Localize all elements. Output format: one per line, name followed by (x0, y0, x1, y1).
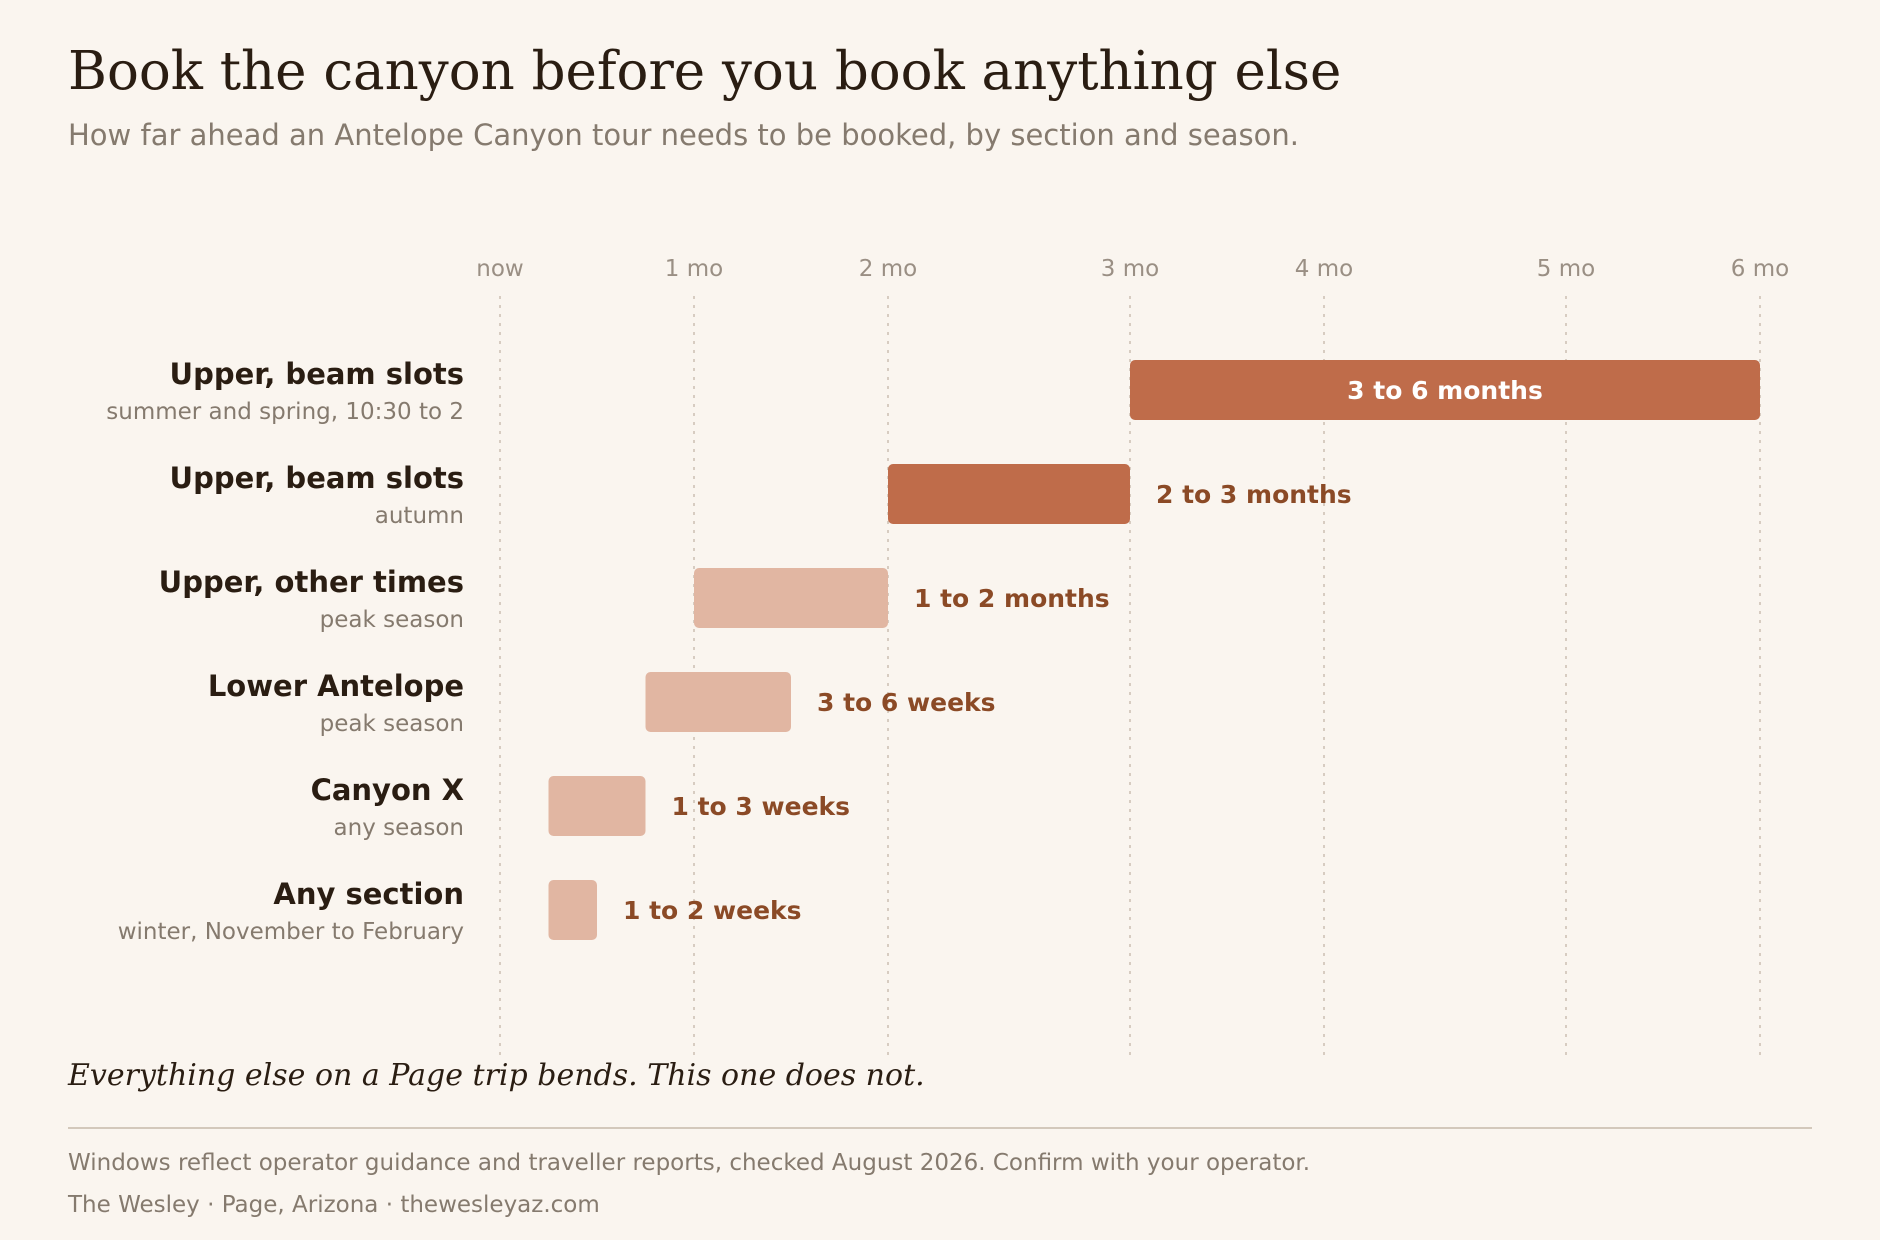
bar-value-label: 3 to 6 months (1347, 376, 1543, 405)
row-detail: peak season (320, 607, 464, 633)
row-label: Canyon X (311, 773, 464, 807)
bar-value-label: 1 to 3 weeks (672, 792, 851, 821)
bar-value-label: 1 to 2 weeks (623, 896, 802, 925)
booking-window-chart: now 1 mo 2 mo 3 mo 4 mo 5 mo 6 mo Upper, beam s… (106, 256, 1789, 1056)
row-detail: peak season (320, 711, 464, 737)
range-bar (1130, 360, 1760, 420)
row-label: Lower Antelope (208, 669, 464, 703)
row-label: Upper, beam slots (170, 357, 464, 391)
row-detail: any season (334, 815, 464, 841)
row-label: Upper, other times (159, 565, 464, 599)
range-bar (645, 672, 791, 732)
footer-divider (68, 1127, 1812, 1129)
chart-subtitle: How far ahead an Antelope Canyon tour ne… (68, 118, 1299, 152)
range-bar (888, 464, 1130, 524)
tick-label: 3 mo (1101, 256, 1159, 282)
range-bar (694, 568, 888, 628)
bar-value-label: 1 to 2 months (914, 584, 1110, 613)
tick-label: 1 mo (665, 256, 723, 282)
row-label: Upper, beam slots (170, 461, 464, 495)
bar-value-label: 3 to 6 weeks (817, 688, 996, 717)
row-detail: summer and spring, 10:30 to 2 (106, 399, 464, 425)
tick-label: 4 mo (1295, 256, 1353, 282)
tick-label: now (476, 256, 523, 282)
footer-credit: The Wesley · Page, Arizona · thewesleyaz… (68, 1192, 600, 1218)
range-bar (548, 880, 597, 940)
chart-tagline: Everything else on a Page trip bends. Th… (68, 1058, 925, 1093)
row-detail: winter, November to February (118, 919, 464, 945)
tick-label: 2 mo (859, 256, 917, 282)
chart-title: Book the canyon before you book anything… (68, 41, 1342, 102)
tick-label: 5 mo (1537, 256, 1595, 282)
row-detail: autumn (375, 503, 464, 529)
tick-label: 6 mo (1731, 256, 1789, 282)
bar-value-label: 2 to 3 months (1156, 480, 1352, 509)
row-label: Any section (273, 877, 464, 911)
footer-note: Windows reflect operator guidance and tr… (68, 1150, 1311, 1176)
range-bar (548, 776, 646, 836)
